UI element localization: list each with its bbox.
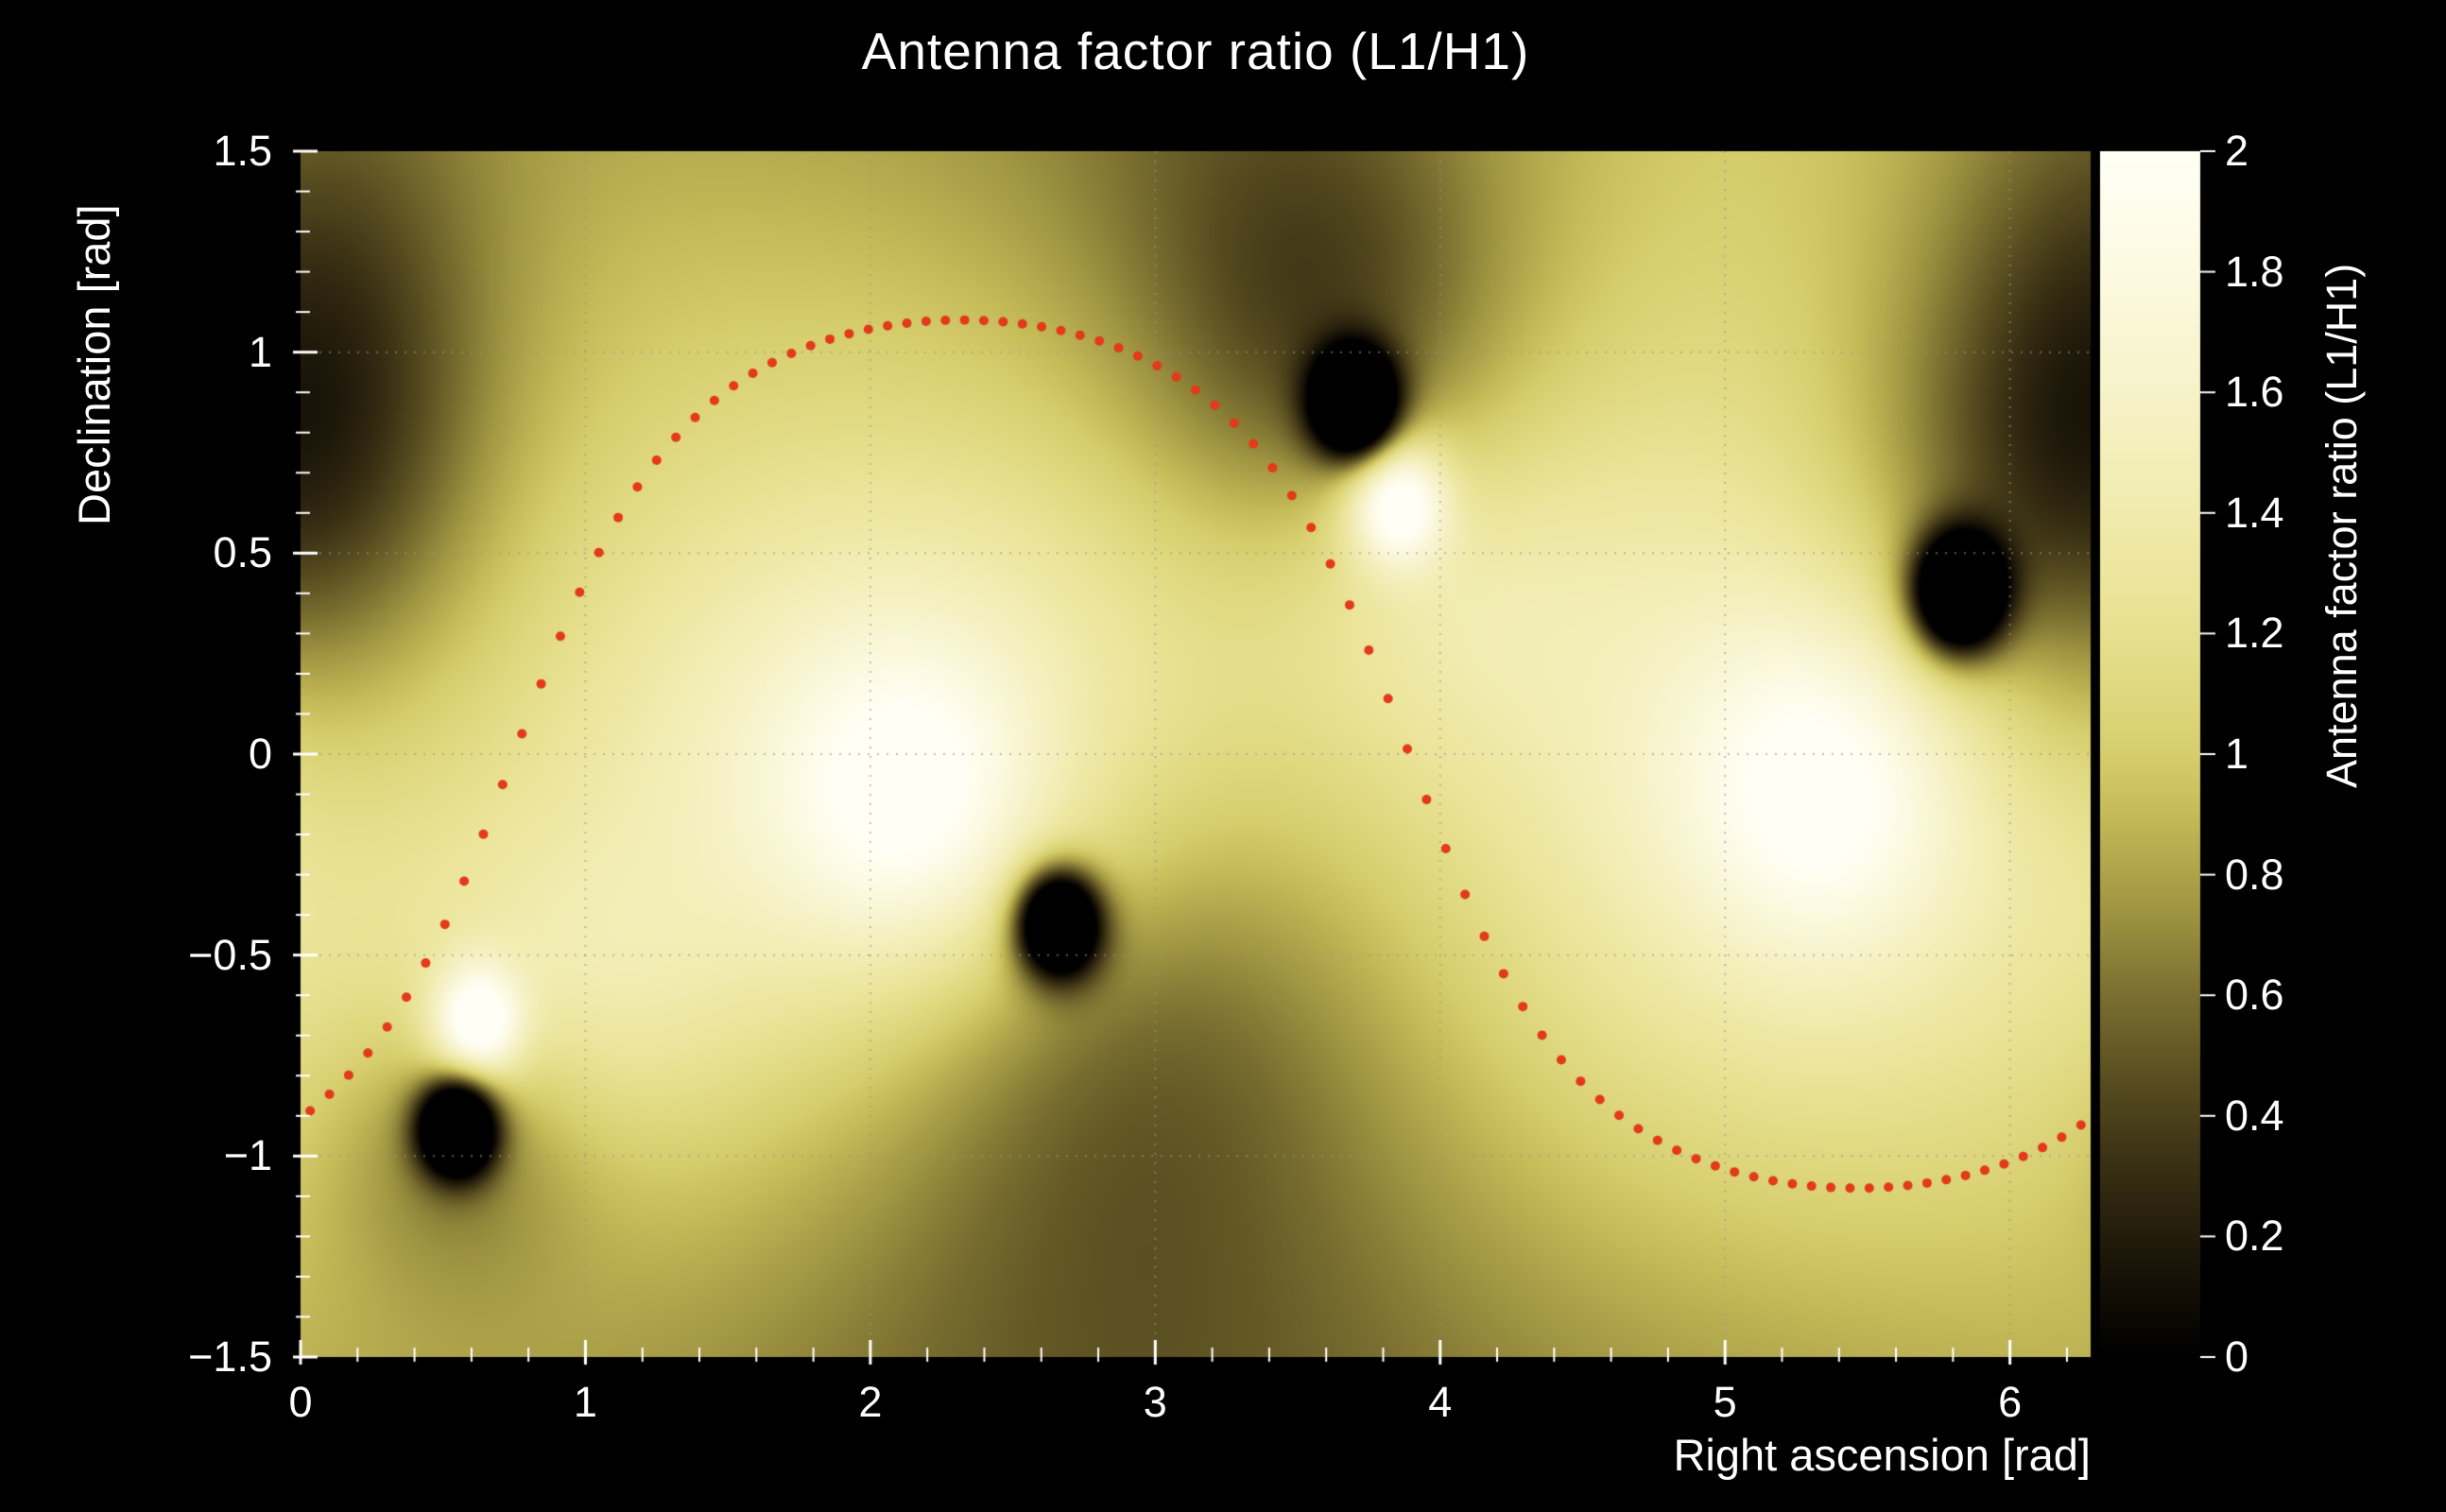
x-tick-label: 2 xyxy=(858,1378,883,1426)
y-tick-label: 0 xyxy=(248,730,272,778)
colorbar-tick-label: 1.6 xyxy=(2225,368,2284,417)
colorbar-tick-label: 1.4 xyxy=(2225,488,2284,537)
colorbar-tick-label: 0.4 xyxy=(2225,1091,2284,1140)
colorbar-tick-label: 0.8 xyxy=(2225,850,2284,899)
plot-title: Antenna factor ratio (L1/H1) xyxy=(861,22,1530,80)
y-tick-label: −1 xyxy=(223,1131,272,1180)
colorbar-tick-label: 0 xyxy=(2225,1332,2249,1381)
y-tick-label: −0.5 xyxy=(188,930,272,979)
colorbar-tick-label: 0.6 xyxy=(2225,971,2284,1020)
colorbar-tick-label: 2 xyxy=(2225,127,2249,175)
x-tick-label: 5 xyxy=(1713,1378,1737,1426)
x-axis-title: Right ascension [rad] xyxy=(1673,1430,2091,1480)
colorbar-tick-label: 1 xyxy=(2225,730,2249,778)
x-tick-label: 0 xyxy=(288,1378,313,1426)
x-tick-label: 6 xyxy=(1998,1378,2023,1426)
x-tick-label: 1 xyxy=(573,1378,597,1426)
colorbar-tick-label: 1.2 xyxy=(2225,609,2284,658)
colorbar-tick-label: 1.8 xyxy=(2225,247,2284,296)
x-tick-label: 3 xyxy=(1143,1378,1167,1426)
y-tick-label: 1.5 xyxy=(213,127,272,175)
y-tick-label: 0.5 xyxy=(213,528,272,577)
x-tick-label: 4 xyxy=(1428,1378,1453,1426)
y-tick-label: −1.5 xyxy=(188,1332,272,1381)
y-tick-label: 1 xyxy=(248,327,272,376)
y-axis-title: Declination [rad] xyxy=(69,204,119,525)
colorbar-tick-label: 0.2 xyxy=(2225,1211,2284,1261)
